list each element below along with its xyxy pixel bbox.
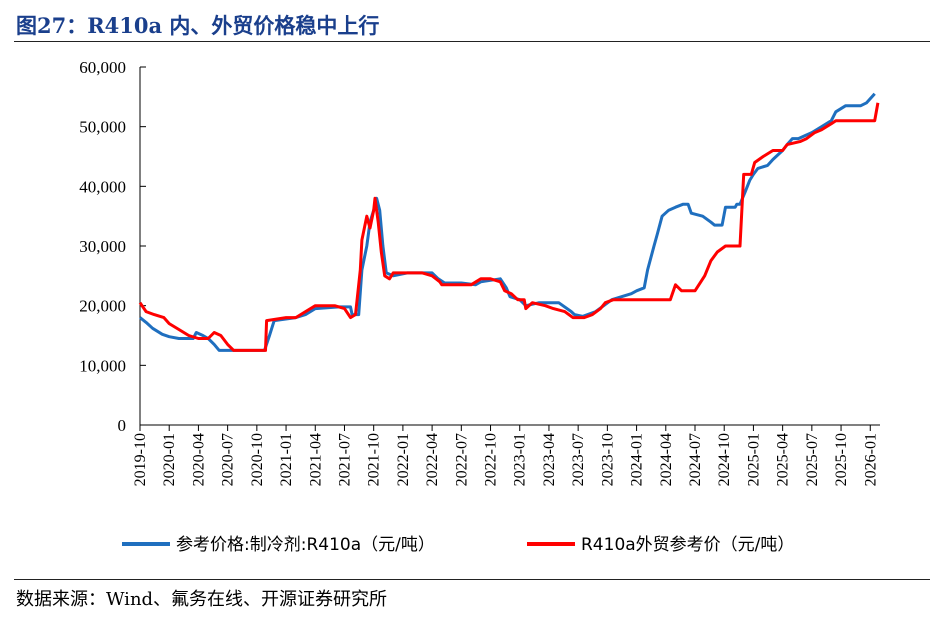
x-tick-label: 2023-04 [541,433,558,486]
x-tick-label: 2025-01 [745,433,762,486]
title-divider [14,41,930,42]
x-tick-label: 2025-10 [833,433,850,486]
y-tick-label: 0 [118,416,127,435]
x-tick-label: 2020-01 [161,433,178,486]
x-tick-label: 2025-07 [804,433,821,486]
x-tick-label: 2023-07 [570,433,587,486]
y-tick-label: 10,000 [79,356,126,375]
x-tick-label: 2023-10 [599,433,616,486]
y-tick-label: 60,000 [79,58,126,77]
legend-label: 参考价格:制冷剂:R410a（元/吨） [176,535,435,555]
x-tick-label: 2022-07 [453,433,470,486]
series-line-export [138,102,880,352]
x-tick-label: 2021-10 [366,433,383,486]
source-note: 数据来源：Wind、氟务在线、开源证券研究所 [16,589,388,610]
footer-divider [14,579,930,580]
x-tick-label: 2021-01 [278,433,295,486]
x-tick-label: 2024-01 [629,433,646,486]
x-tick-label: 2023-01 [512,433,529,486]
line-chart: 0 10,000 20,000 30,000 40,000 50,000 60,000 201… [79,58,880,555]
x-tick-label: 2025-04 [775,433,792,486]
series-group [138,92,880,352]
y-tick-label: 50,000 [79,118,126,137]
x-tick-label: 2024-04 [658,433,675,486]
x-tick-label: 2024-10 [716,433,733,486]
figure-title: 图27：R410a 内、外贸价格稳中上行 [16,13,380,38]
y-tick-label: 40,000 [79,177,126,196]
x-tick-label: 2022-01 [395,433,412,486]
x-tick-label: 2022-10 [483,433,500,486]
legend: 参考价格:制冷剂:R410a（元/吨） R410a外贸参考价（元/吨） [122,535,794,555]
legend-label: R410a外贸参考价（元/吨） [581,535,794,555]
x-tick-label: 2020-07 [220,433,237,486]
x-tick-label: 2020-04 [190,433,207,486]
x-tick-label: 2021-04 [307,433,324,486]
x-tick-label: 2022-04 [424,433,441,486]
y-tick-label: 30,000 [79,237,126,256]
y-tick-label: 20,000 [79,297,126,316]
series-line-domestic [139,92,876,352]
x-tick-label: 2024-07 [687,433,704,486]
x-tick-label: 2026-01 [862,433,879,486]
axes: 0 10,000 20,000 30,000 40,000 50,000 60,000 201… [79,58,880,486]
x-tick-label: 2020-10 [249,433,266,486]
x-tick-label: 2021-07 [336,433,353,486]
x-tick-label: 2019-10 [132,433,149,486]
